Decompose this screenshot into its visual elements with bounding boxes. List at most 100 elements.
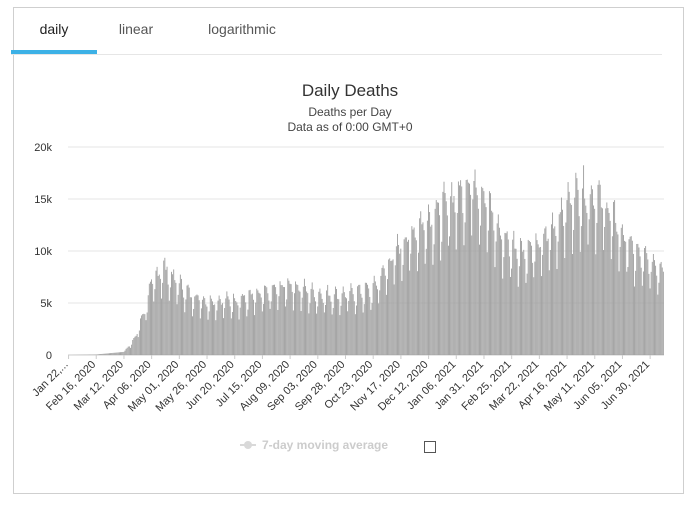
daily-deaths-bar: [559, 212, 561, 355]
daily-deaths-bar: [230, 318, 232, 355]
daily-deaths-bar: [358, 284, 360, 355]
daily-deaths-bar: [429, 212, 431, 355]
daily-deaths-bar: [110, 353, 112, 355]
daily-deaths-bar: [326, 290, 328, 355]
daily-deaths-bar: [208, 311, 210, 355]
daily-deaths-bar: [649, 288, 651, 355]
daily-deaths-bar: [413, 227, 415, 355]
daily-deaths-bar: [183, 297, 185, 355]
daily-deaths-bar: [258, 292, 260, 355]
daily-deaths-bar: [603, 250, 604, 355]
daily-deaths-bar: [518, 266, 520, 355]
daily-deaths-bar: [460, 180, 462, 355]
legend-item-moving-average[interactable]: 7-day moving average: [240, 436, 410, 454]
daily-deaths-bar: [95, 354, 97, 355]
tab-logarithmic[interactable]: logarithmic: [208, 21, 276, 37]
daily-deaths-bar: [404, 237, 406, 355]
daily-deaths-bar: [573, 229, 575, 355]
daily-deaths-bar: [465, 180, 467, 355]
tab-linear[interactable]: linear: [118, 21, 154, 37]
daily-deaths-bar: [310, 288, 312, 355]
daily-deaths-bar: [185, 299, 187, 355]
daily-deaths-bar: [538, 247, 540, 355]
daily-deaths-bar: [111, 353, 113, 355]
y-tick-label: 10k: [34, 246, 52, 258]
daily-deaths-bar: [466, 179, 468, 355]
daily-deaths-bar: [107, 353, 109, 355]
daily-deaths-bar: [350, 283, 352, 355]
daily-deaths-bar: [471, 235, 473, 355]
daily-deaths-bar: [209, 295, 211, 355]
daily-deaths-bar: [616, 231, 618, 355]
daily-deaths-bar: [384, 275, 386, 355]
daily-deaths-bar: [648, 273, 650, 355]
daily-deaths-bar: [261, 311, 263, 355]
daily-deaths-bar: [481, 186, 483, 355]
daily-deaths-bar: [560, 197, 562, 355]
daily-deaths-bar: [636, 243, 638, 355]
daily-deaths-bar: [206, 306, 208, 355]
daily-deaths-bar: [101, 353, 103, 355]
daily-deaths-bar: [654, 260, 655, 355]
daily-deaths-bar: [569, 203, 571, 355]
daily-deaths-bar: [589, 194, 591, 355]
daily-deaths-bar: [249, 289, 251, 355]
daily-deaths-bar: [533, 277, 535, 355]
daily-deaths-bar: [296, 284, 298, 355]
daily-deaths-bar: [568, 191, 570, 355]
chart-tabs: daily linear logarithmic: [11, 14, 662, 55]
chart-subtitle-line-2: Data as of 0:00 GMT+0: [287, 120, 412, 134]
daily-deaths-bar: [442, 191, 444, 355]
daily-deaths-bar: [287, 278, 289, 355]
daily-deaths-bar: [369, 296, 371, 355]
daily-deaths-bar: [660, 261, 662, 355]
daily-deaths-bar: [613, 201, 614, 355]
daily-deaths-bar: [576, 178, 578, 355]
daily-deaths-bar: [531, 245, 532, 355]
daily-deaths-bar: [366, 282, 367, 355]
daily-deaths-bar: [125, 348, 127, 355]
daily-deaths-bar: [223, 318, 224, 355]
daily-deaths-bar: [512, 239, 514, 355]
daily-deaths-bar: [496, 223, 498, 355]
daily-deaths-bar: [200, 308, 202, 355]
daily-deaths-bar: [197, 295, 199, 355]
daily-deaths-bar: [126, 347, 128, 355]
daily-deaths-bar: [596, 222, 598, 355]
daily-deaths-bar: [138, 330, 140, 355]
daily-deaths-bar: [122, 351, 124, 355]
daily-deaths-bar: [476, 195, 478, 355]
daily-deaths-bar: [279, 281, 281, 355]
daily-deaths-bar: [348, 300, 350, 355]
daily-deaths-bar: [112, 352, 114, 355]
tab-daily[interactable]: daily: [11, 14, 97, 54]
daily-deaths-bar: [312, 289, 314, 355]
daily-deaths-bar: [159, 278, 161, 355]
daily-deaths-bar: [402, 264, 404, 355]
daily-deaths-bar: [221, 303, 223, 355]
daily-deaths-bar: [269, 308, 271, 355]
daily-deaths-bar: [566, 200, 568, 355]
daily-deaths-bar: [626, 271, 628, 355]
daily-deaths-bar: [141, 315, 143, 355]
daily-deaths-bar: [198, 300, 200, 355]
daily-deaths-bar: [295, 281, 297, 355]
daily-deaths-bar: [564, 258, 566, 355]
daily-deaths-bar: [524, 258, 526, 355]
daily-deaths-bar: [257, 290, 259, 355]
daily-deaths-bar: [604, 226, 606, 355]
daily-deaths-bar: [337, 298, 339, 355]
daily-deaths-bar: [96, 354, 98, 355]
daily-deaths-bar: [631, 240, 633, 355]
daily-deaths-bar: [224, 308, 226, 355]
daily-deaths-bar: [627, 267, 629, 355]
daily-deaths-bar: [528, 240, 530, 355]
moving-average-checkbox[interactable]: [424, 441, 436, 453]
daily-deaths-bar: [356, 305, 357, 355]
daily-deaths-bar: [379, 290, 381, 355]
daily-deaths-bar: [455, 249, 457, 355]
daily-deaths-bar: [361, 297, 363, 355]
daily-deaths-bar: [270, 301, 272, 355]
daily-deaths-bar: [158, 274, 160, 355]
daily-deaths-bar: [374, 281, 376, 355]
